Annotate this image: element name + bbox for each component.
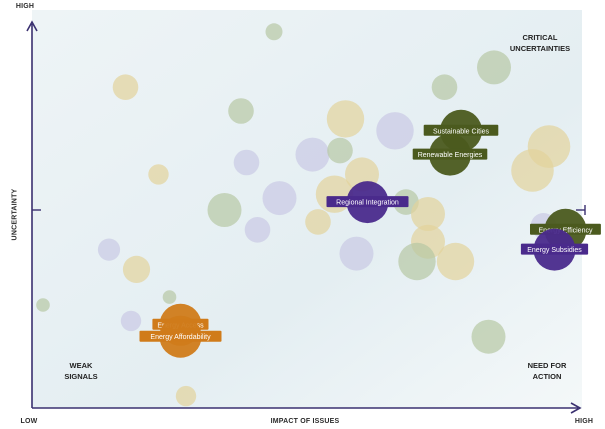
issue-label-box	[520, 243, 589, 255]
background-bubble	[36, 298, 50, 312]
background-bubble	[122, 255, 151, 283]
quadrant-need-for-action: NEED FOR ACTION	[527, 361, 567, 381]
background-bubble	[326, 100, 365, 138]
background-bubble	[339, 236, 374, 271]
x-axis-arrow	[570, 402, 582, 414]
issue-label: Energy Affordability	[150, 334, 211, 341]
background-bubble	[233, 149, 260, 176]
issue-label: Regional Integration	[336, 200, 399, 207]
background-bubble	[295, 137, 330, 172]
background-bubble	[265, 23, 283, 41]
background-bubble	[148, 164, 169, 185]
background-bubble	[471, 319, 506, 354]
background-bubble	[175, 385, 197, 407]
issue-label: Energy Efficiency	[539, 227, 593, 234]
background-bubble	[376, 112, 414, 150]
quadrant-critical-uncertainties: CRITICAL UNCERTAINTIES	[509, 33, 571, 53]
issue-label-box	[423, 124, 499, 136]
background-bubble	[244, 217, 271, 243]
x-axis-low-label: LOW	[20, 418, 38, 425]
background-bubble	[97, 238, 121, 261]
background-bubble	[398, 242, 436, 281]
background-bubble	[112, 74, 139, 100]
x-axis-title: IMPACT OF ISSUES	[270, 418, 340, 425]
background-bubble	[436, 242, 475, 281]
background-bubble	[120, 310, 142, 332]
issue-label: Renewable Energies	[418, 152, 483, 159]
background-bubble	[431, 74, 458, 100]
y-axis-title: UNCERTAINTY	[11, 188, 19, 241]
background-bubble	[162, 290, 177, 304]
x-axis-high-label: HIGH	[574, 418, 594, 425]
issue-label-box	[139, 330, 222, 342]
background-bubble	[228, 98, 254, 124]
background-bubble	[511, 149, 554, 192]
background-bubble	[305, 209, 331, 235]
background-bubble	[262, 181, 297, 216]
issue-label: Energy Subsidies	[527, 247, 582, 254]
background-bubble	[207, 193, 242, 227]
issue-label-box	[412, 148, 488, 160]
y-axis-high-label: HIGH	[15, 3, 35, 10]
background-bubble	[411, 197, 445, 231]
background-bubble	[327, 137, 353, 164]
background-bubble	[477, 50, 511, 85]
issue-label: Sustainable Cities	[433, 128, 490, 135]
quadrant-weak-signals: WEAK SIGNALS	[64, 361, 98, 381]
y-axis-arrow	[26, 20, 38, 32]
issue-label-box	[326, 196, 409, 208]
